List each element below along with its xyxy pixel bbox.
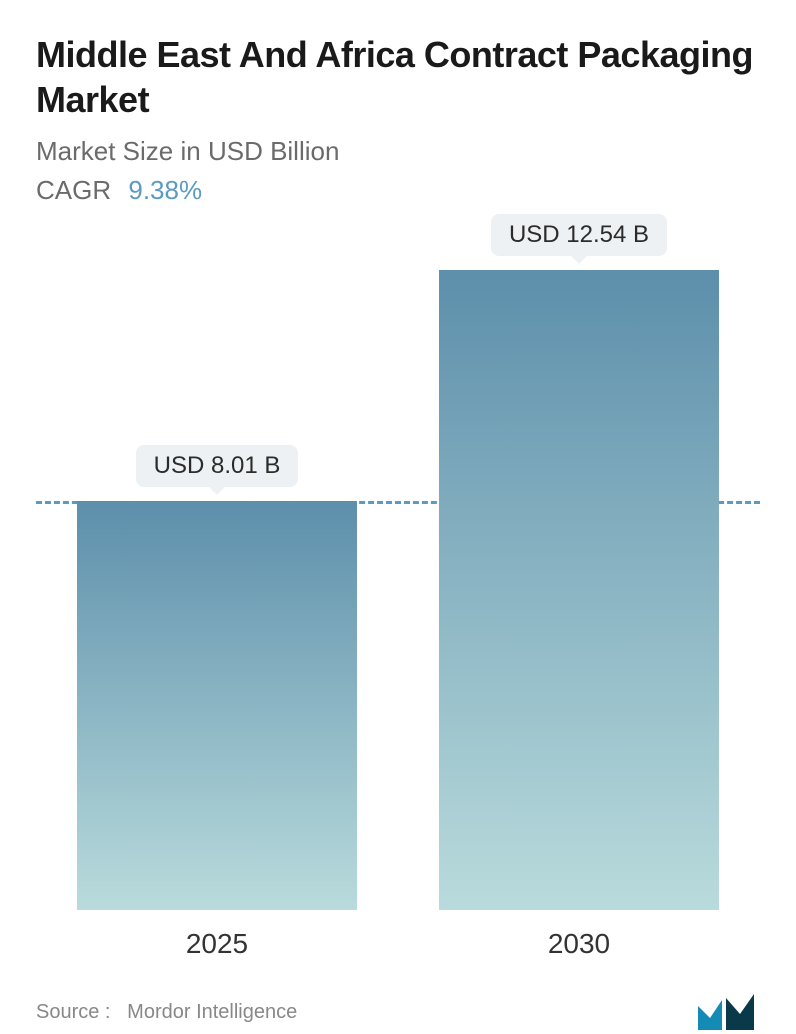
bars-wrap: USD 8.01 B USD 12.54 B <box>36 270 760 910</box>
source-text: Source : Mordor Intelligence <box>36 1001 297 1024</box>
brand-logo <box>696 992 760 1032</box>
bar <box>439 270 719 910</box>
chart-subtitle: Market Size in USD Billion <box>36 136 760 167</box>
bar-group: USD 12.54 B <box>426 270 732 910</box>
bar <box>77 501 357 910</box>
chart-title: Middle East And Africa Contract Packagin… <box>36 32 760 122</box>
bar-group: USD 8.01 B <box>64 270 370 910</box>
bar-value-label: USD 12.54 B <box>491 214 667 256</box>
chart-area: USD 8.01 B USD 12.54 B 2025 2030 <box>36 230 760 960</box>
logo-icon <box>696 992 760 1032</box>
chart-container: Middle East And Africa Contract Packagin… <box>0 0 796 1034</box>
year-axis: 2025 2030 <box>36 910 760 960</box>
source-name: Mordor Intelligence <box>127 1001 297 1023</box>
cagr-row: CAGR 9.38% <box>36 175 760 206</box>
cagr-label: CAGR <box>36 175 111 205</box>
year-label: 2030 <box>439 928 719 960</box>
year-label: 2025 <box>77 928 357 960</box>
source-label: Source : <box>36 1001 110 1023</box>
bar-value-label: USD 8.01 B <box>136 445 299 487</box>
footer: Source : Mordor Intelligence <box>36 988 760 1032</box>
cagr-value: 9.38% <box>128 175 202 205</box>
